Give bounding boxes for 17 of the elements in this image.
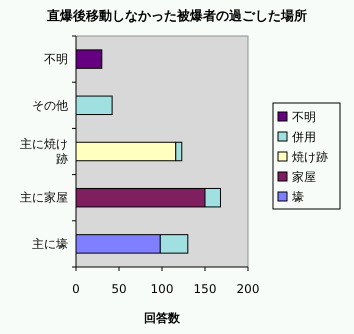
x-axis-title: 回答数 <box>144 311 181 325</box>
y-tick-label: 主に壕 <box>32 236 68 251</box>
y-tick-label: 主に焼け跡 <box>20 137 68 166</box>
legend-label: 不明 <box>292 110 316 124</box>
legend-label: 併用 <box>291 130 316 144</box>
y-tick-label: その他 <box>32 98 68 112</box>
y-tick-label: 主に家屋 <box>20 190 68 205</box>
x-tick-label: 100 <box>150 282 174 296</box>
chart-title: 直爆後移動しなかった被爆者の過ごした場所 <box>46 8 307 24</box>
legend-label: 壕 <box>291 190 304 204</box>
x-tick-label: 150 <box>194 282 216 296</box>
x-tick-label: 200 <box>236 282 260 296</box>
legend-label: 家屋 <box>292 170 316 184</box>
x-tick-label: 0 <box>72 282 80 296</box>
legend-label: 焼け跡 <box>292 150 328 164</box>
x-tick-label: 50 <box>111 282 127 296</box>
y-tick-label: 不明 <box>44 52 68 66</box>
